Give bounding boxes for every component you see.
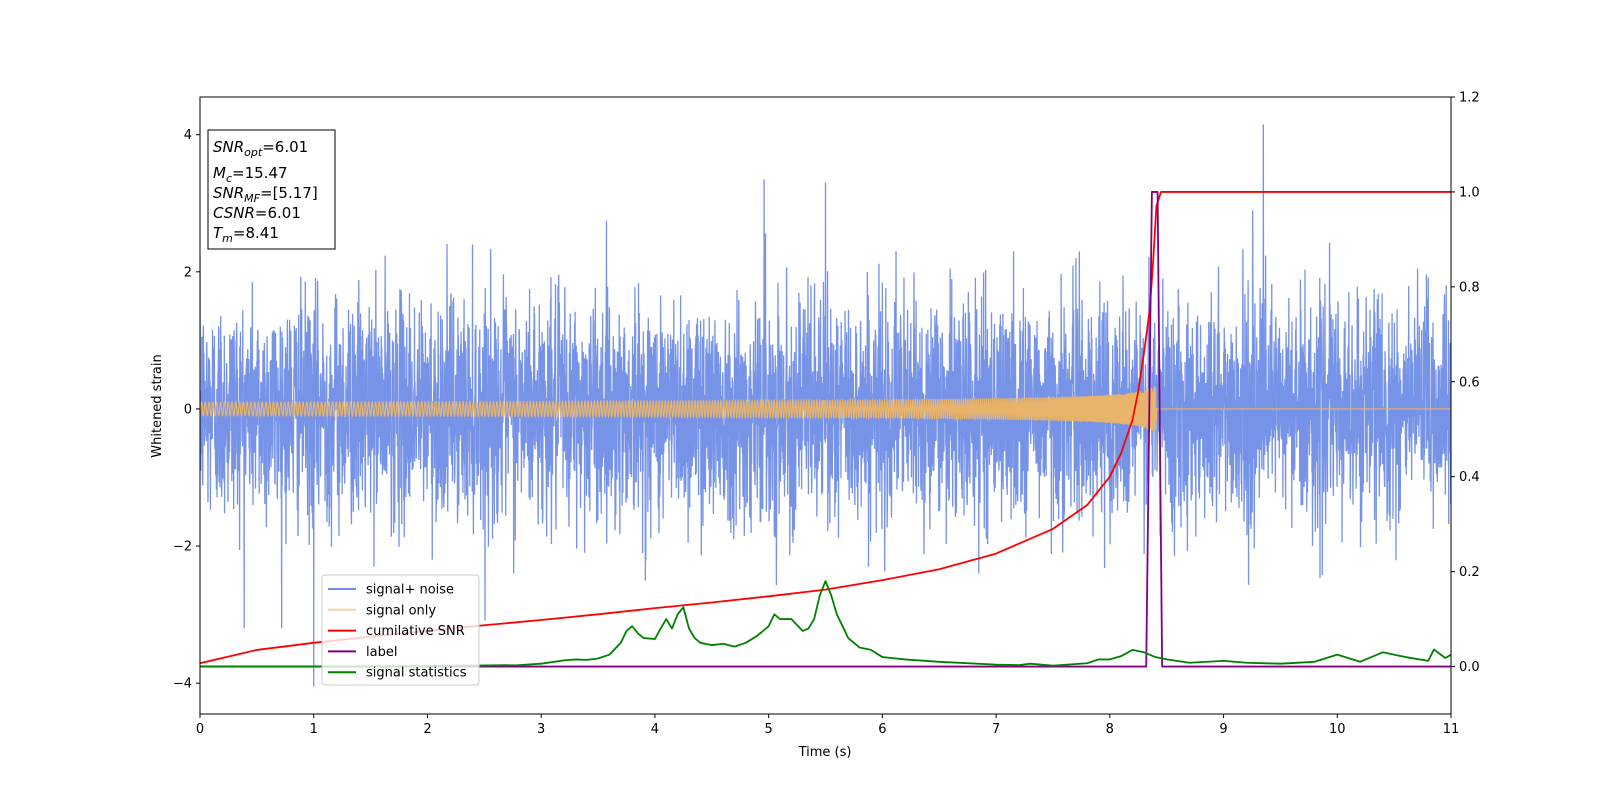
y-right-tick-label-0: 1.2 — [1459, 91, 1480, 106]
info-snr-opt: SNRopt=6.01 — [213, 138, 308, 159]
y-left-tick-label-3: −2 — [173, 540, 192, 555]
x-tick-label-1: 1 — [310, 722, 318, 737]
x-tick-label-4: 4 — [651, 722, 659, 737]
y-left-tick-label-2: 0 — [184, 402, 192, 417]
legend-frame — [321, 574, 480, 686]
info-box-frame — [207, 129, 336, 250]
y-axis-left: 4 2 0 −2 −4 — [173, 128, 200, 692]
info-mc: Mc=15.47 — [213, 164, 288, 185]
y-left-tick-label-1: 2 — [184, 265, 192, 280]
legend-label-label: label — [366, 645, 397, 660]
x-tick-label-10: 10 — [1329, 722, 1346, 737]
legend-label-signal-noise: signal+ noise — [366, 583, 454, 598]
info-box: SNRopt=6.01 Mc=15.47 SNRMF=[5.17] CSNR=6… — [207, 129, 336, 250]
info-tm-value: 8.41 — [245, 224, 278, 242]
info-csnr: CSNR=6.01 — [213, 204, 301, 222]
info-mc-value: 15.47 — [245, 164, 288, 182]
legend-entries: signal+ noise signal only cumilative SNR la… — [328, 583, 467, 681]
x-tick-label-6: 6 — [878, 722, 886, 737]
info-snr-mf-value: [5.17] — [273, 184, 318, 202]
y-right-tick-label-1: 1.0 — [1459, 185, 1480, 200]
x-tick-label-2: 2 — [423, 722, 431, 737]
y-right-tick-label-6: 0.0 — [1459, 660, 1480, 675]
y-right-tick-label-5: 0.2 — [1459, 565, 1480, 580]
y-axis-right: 1.2 1.0 0.8 0.6 0.4 0.2 0.0 — [1451, 91, 1480, 675]
legend-label-cumilative-snr: cumilative SNR — [366, 624, 465, 639]
y-right-tick-label-3: 0.6 — [1459, 375, 1480, 390]
legend: signal+ noise signal only cumilative SNR la… — [321, 574, 480, 686]
series-signal-statistics — [200, 580, 1451, 668]
y-left-tick-label-0: 4 — [184, 128, 192, 143]
plot-frame — [199, 96, 1452, 715]
x-axis-label: Time (s) — [798, 745, 852, 760]
legend-label-signal-statistics: signal statistics — [366, 666, 467, 681]
x-tick-label-5: 5 — [764, 722, 772, 737]
y-right-tick-label-4: 0.4 — [1459, 470, 1480, 485]
series-signal-only — [200, 386, 1451, 432]
x-tick-label-8: 8 — [1106, 722, 1114, 737]
y-axis-label: Whitened strain — [150, 354, 165, 457]
info-snr-mf: SNRMF=[5.17] — [213, 184, 318, 205]
x-tick-label-7: 7 — [992, 722, 1000, 737]
series-label — [200, 191, 1451, 668]
y-left-tick-label-4: −4 — [173, 677, 192, 692]
info-csnr-value: 6.01 — [268, 204, 301, 222]
y-right-tick-label-2: 0.8 — [1459, 280, 1480, 295]
x-tick-label-0: 0 — [196, 722, 204, 737]
info-tm: Tm=8.41 — [213, 224, 279, 245]
x-tick-label-9: 9 — [1219, 722, 1227, 737]
x-axis: 0 1 2 3 4 5 6 7 8 9 10 11 — [196, 714, 1459, 737]
info-snr-opt-value: 6.01 — [275, 138, 308, 156]
legend-label-signal-only: signal only — [366, 603, 436, 618]
x-tick-label-11: 11 — [1443, 722, 1460, 737]
series-signal-noise — [200, 124, 1451, 687]
x-tick-label-3: 3 — [537, 722, 545, 737]
